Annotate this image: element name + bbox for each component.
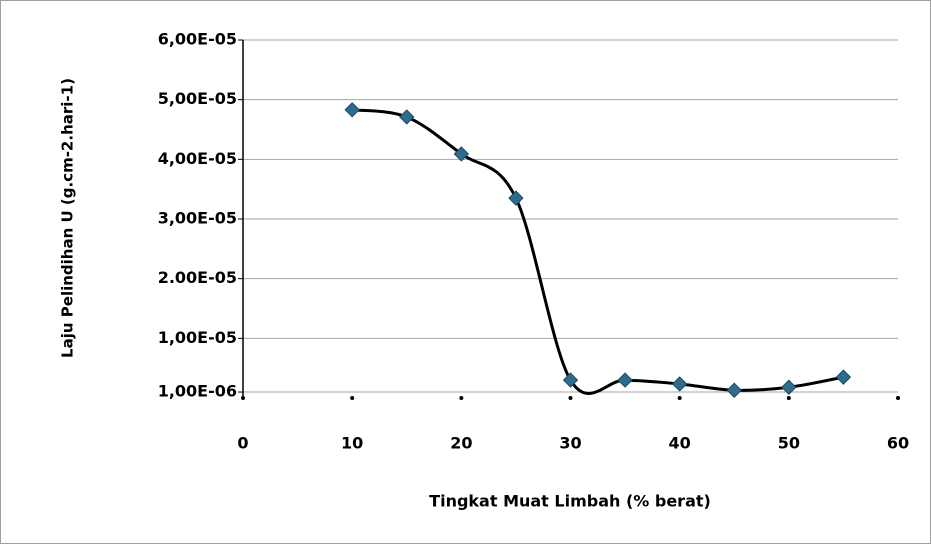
x-tick <box>786 396 791 400</box>
data-point <box>508 190 524 206</box>
x-tick <box>568 396 573 400</box>
x-tick <box>459 396 464 400</box>
data-point <box>399 109 415 125</box>
y-tick-label: 3,00E-05 <box>158 209 237 228</box>
y-tick-label: 2.00E-05 <box>158 268 237 287</box>
data-point <box>671 376 688 392</box>
y-tick-label: 4,00E-05 <box>158 149 237 168</box>
data-point <box>726 382 742 398</box>
data-point <box>344 102 360 118</box>
x-tick-label: 60 <box>887 434 909 453</box>
y-tick-label: 1,00E-06 <box>158 382 237 401</box>
data-point <box>453 146 470 162</box>
x-tick <box>241 396 245 400</box>
x-tick-label: 50 <box>778 434 800 453</box>
data-point <box>835 369 852 385</box>
x-tick-label: 40 <box>669 434 691 453</box>
x-tick-label: 30 <box>559 434 581 453</box>
data-point <box>781 379 797 395</box>
data-point <box>617 372 633 388</box>
data-point <box>562 372 579 388</box>
x-tick <box>350 396 355 400</box>
x-tick-label: 20 <box>450 434 472 453</box>
y-tick-label: 6,00E-05 <box>158 30 237 49</box>
x-tick <box>896 396 900 400</box>
y-axis-title: Laju Pelindihan U (g.cm-2.hari-1) <box>59 78 77 358</box>
y-tick-label: 1,00E-05 <box>158 328 237 347</box>
x-tick-label: 10 <box>341 434 363 453</box>
y-tick-label: 5,00E-05 <box>158 89 237 108</box>
x-axis-title: Tingkat Muat Limbah (% berat) <box>429 492 711 511</box>
x-tick-label: 0 <box>237 434 248 453</box>
x-tick <box>677 396 682 400</box>
